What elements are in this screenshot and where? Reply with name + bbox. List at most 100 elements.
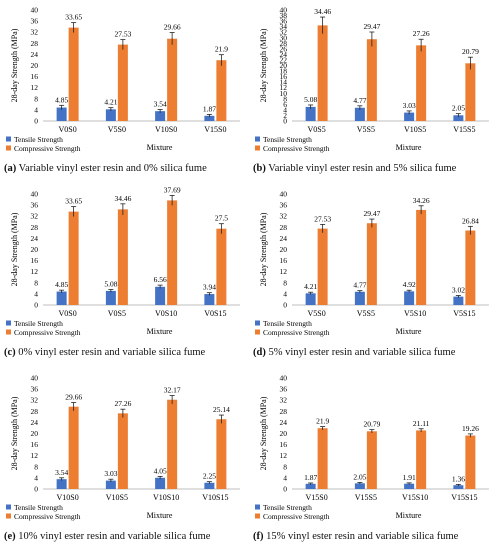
- compressive-bar-V10S0: [167, 38, 178, 122]
- tensile-bar-V10S0: [155, 111, 166, 121]
- tensile-bar-V10S0: [56, 479, 67, 489]
- figure-caption: (f) 15% vinyl ester resin and variable s…: [253, 531, 458, 542]
- compressive-bar-V15S5: [465, 63, 476, 121]
- figure-caption: (e) 10% vinyl ester resin and variable s…: [4, 531, 210, 542]
- chart-panel-d: 28-day Strength (MPa) 0 4 8 12 16 20 24 28 32 36 40…: [249, 184, 497, 367]
- x-axis-label: Mixture: [147, 511, 173, 520]
- category-label: V0S10: [155, 309, 177, 318]
- y-tick-label: 20: [31, 245, 39, 254]
- tensile-value-label: 6.56: [154, 275, 167, 284]
- tensile-bar-V10S5: [404, 112, 415, 121]
- compressive-value-label: 27.5: [215, 214, 228, 223]
- tensile-value-label: 3.94: [203, 283, 216, 292]
- compressive-bar-V5S5: [366, 39, 377, 121]
- category-label: V15S5: [355, 493, 377, 502]
- tensile-bar-V15S5: [453, 115, 464, 121]
- legend-label: Tensile Strength: [263, 135, 312, 144]
- caption-text: 0% vinyl ester resin and variable silica…: [15, 347, 206, 358]
- y-tick-label: 36: [31, 201, 39, 210]
- y-axis-label: 28-day Strength (MPa): [259, 212, 268, 286]
- y-tick-label: 28: [280, 407, 288, 416]
- legend-swatch: [255, 145, 260, 151]
- tensile-bar-V5S5: [354, 107, 365, 121]
- tensile-value-label: 3.03: [403, 101, 416, 110]
- chart-svg-e: 28-day Strength (MPa) 0 4 8 12 16 20 24 28 32 36 40…: [6, 374, 240, 521]
- compressive-bar-V5S0: [317, 228, 328, 305]
- caption-letter: (d): [253, 347, 266, 358]
- y-tick-label: 28: [280, 223, 288, 232]
- tensile-value-label: 2.05: [353, 472, 366, 481]
- tensile-bar-V0S15: [204, 294, 215, 305]
- compressive-value-label: 27.26: [413, 29, 430, 38]
- tensile-value-label: 5.08: [304, 95, 317, 104]
- compressive-value-label: 34.46: [314, 7, 331, 16]
- compressive-value-label: 27.53: [114, 30, 131, 39]
- y-tick-label: 36: [280, 17, 288, 26]
- y-tick-label: 40: [280, 6, 288, 15]
- y-axis-label: 28-day Strength (MPa): [259, 28, 268, 102]
- tensile-bar-V15S5: [354, 483, 365, 489]
- tensile-bar-V10S10: [155, 477, 166, 489]
- y-tick-label: 4: [34, 473, 38, 482]
- compressive-bar-V15S0: [317, 428, 328, 489]
- compressive-value-label: 19.26: [462, 424, 479, 433]
- legend-label: Tensile Strength: [14, 503, 63, 512]
- y-tick-label: 24: [280, 234, 288, 243]
- y-tick-label: 10: [280, 89, 288, 98]
- compressive-bar-V5S5: [366, 223, 377, 305]
- chart-panel-e: 28-day Strength (MPa) 0 4 8 12 16 20 24 28 32 36 40…: [0, 368, 248, 550]
- compressive-bar-V10S5: [117, 413, 128, 489]
- legend-swatch: [6, 513, 11, 519]
- compressive-bar-V15S15: [465, 435, 476, 489]
- caption-text: 10% vinyl ester resin and variable silic…: [15, 531, 211, 542]
- y-axis-label: 28-day Strength (MPa): [10, 28, 19, 102]
- category-label: V0S0: [59, 309, 77, 318]
- caption-text: Variable vinyl ester resin and 0% silica…: [16, 163, 207, 174]
- caption-letter: (a): [4, 163, 17, 174]
- compressive-bar-V5S10: [416, 209, 427, 305]
- x-axis-label: Mixture: [147, 327, 173, 336]
- y-tick-label: 36: [31, 385, 39, 394]
- y-tick-label: 16: [280, 72, 288, 81]
- y-tick-label: 24: [280, 418, 288, 427]
- y-tick-label: 16: [280, 256, 288, 265]
- y-tick-label: 28: [280, 39, 288, 48]
- y-axis-label: 28-day Strength (MPa): [10, 396, 19, 470]
- tensile-bar-V0S5: [105, 290, 116, 305]
- y-tick-label: 0: [34, 117, 38, 126]
- y-tick-label: 36: [280, 385, 288, 394]
- y-tick-label: 0: [34, 485, 38, 494]
- y-tick-label: 12: [280, 267, 288, 276]
- y-tick-label: 14: [280, 78, 288, 87]
- tensile-bar-V10S15: [204, 482, 215, 489]
- y-tick-label: 12: [31, 83, 39, 92]
- compressive-bar-V0S5: [317, 25, 328, 121]
- y-axis-label: 28-day Strength (MPa): [10, 212, 19, 286]
- category-label: V10S5: [106, 493, 128, 502]
- category-label: V5S0: [108, 125, 126, 134]
- legend-label: Compressive Strength: [14, 144, 81, 153]
- tensile-value-label: 2.25: [203, 472, 216, 481]
- y-tick-label: 32: [280, 28, 288, 37]
- compressive-value-label: 37.69: [164, 185, 181, 194]
- y-tick-label: 40: [31, 374, 39, 383]
- tensile-bar-V0S0: [56, 107, 67, 121]
- category-label: V0S5: [308, 125, 326, 134]
- compressive-bar-V0S0: [68, 211, 79, 305]
- tensile-value-label: 3.02: [452, 286, 465, 295]
- y-tick-label: 4: [283, 105, 287, 114]
- compressive-value-label: 27.53: [314, 214, 331, 223]
- y-tick-label: 30: [280, 33, 288, 42]
- legend-label: Compressive Strength: [263, 144, 330, 153]
- chart-svg-b: 28-day Strength (MPa)0246810121416182022…: [255, 6, 489, 153]
- figure-caption: (a) Variable vinyl ester resin and 0% si…: [4, 163, 207, 174]
- y-tick-label: 24: [280, 50, 288, 59]
- y-tick-label: 6: [283, 100, 287, 109]
- compressive-value-label: 29.47: [363, 209, 380, 218]
- tensile-bar-V5S0: [105, 109, 116, 121]
- legend-swatch: [6, 329, 11, 335]
- y-tick-label: 8: [283, 94, 287, 103]
- tensile-bar-V0S10: [155, 286, 166, 305]
- y-tick-label: 32: [31, 28, 39, 37]
- compressive-value-label: 21.11: [413, 419, 430, 428]
